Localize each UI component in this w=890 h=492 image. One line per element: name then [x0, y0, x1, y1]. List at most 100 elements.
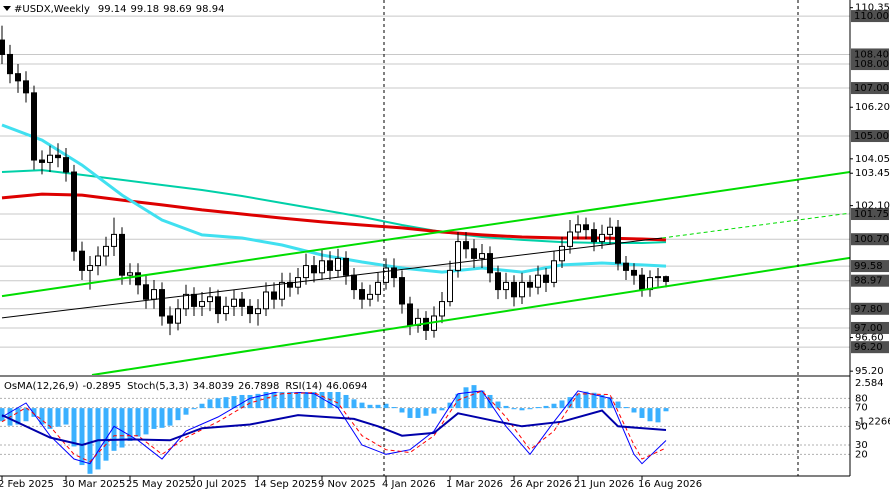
- y-tick-label: 2.584: [855, 378, 884, 389]
- level-label-box: [851, 274, 889, 287]
- osma-bar: [567, 397, 573, 409]
- x-tick-label: 2 Feb 2025: [0, 479, 54, 490]
- candle-body: [215, 296, 221, 315]
- level-label: 97.00: [854, 323, 883, 334]
- candle-body: [591, 229, 597, 243]
- low: 98.69: [163, 4, 192, 15]
- osma-bar: [199, 403, 205, 409]
- osma-bar: [479, 390, 485, 409]
- close: 98.94: [196, 4, 225, 15]
- candle-body: [631, 269, 637, 276]
- candle-body: [343, 257, 349, 276]
- candle-body: [87, 265, 93, 271]
- osma-bar: [143, 408, 149, 435]
- candle-body: [207, 296, 213, 303]
- candle-body: [511, 281, 517, 298]
- candle-body: [375, 281, 381, 295]
- candle-body: [23, 80, 29, 94]
- y-tick-label: 95.20: [855, 366, 884, 377]
- osma-bar: [559, 400, 565, 409]
- x-tick-label: 21 Jun 2026: [574, 479, 634, 490]
- candle-body: [143, 284, 149, 300]
- candle-body: [575, 224, 581, 233]
- level-label-box: [851, 302, 889, 315]
- level-label-box: [851, 321, 889, 334]
- candle-body: [231, 298, 237, 307]
- osma-bar: [647, 408, 653, 422]
- osma-bar: [271, 389, 277, 409]
- osma-bar: [423, 408, 429, 416]
- candle-body: [63, 157, 69, 173]
- osma-bar: [351, 399, 357, 409]
- candle-body: [319, 260, 325, 274]
- level-label-box: [851, 10, 889, 23]
- osma-bar: [335, 390, 341, 409]
- x-tick-label: 4 Jan 2026: [382, 479, 436, 490]
- y-tick-label: 103.45: [855, 168, 890, 179]
- osma-bar: [87, 408, 93, 474]
- osma-bar: [79, 408, 85, 466]
- open: 99.14: [98, 4, 127, 15]
- stoch-signal: 26.7898: [238, 381, 279, 392]
- candle-body: [191, 293, 197, 307]
- candle-body: [543, 274, 549, 283]
- osma-bar: [247, 394, 253, 409]
- candle-body: [151, 289, 157, 300]
- candle-body: [199, 301, 205, 307]
- osma-bar: [519, 408, 525, 411]
- x-tick-label: 9 Nov 2025: [318, 479, 376, 490]
- y-tick-label: 96.60: [855, 333, 884, 344]
- candle-body: [55, 154, 61, 159]
- x-tick-label: 26 Apr 2026: [510, 479, 572, 490]
- candle-body: [535, 274, 541, 288]
- osma-bar: [503, 405, 509, 409]
- level-label: 108.00: [854, 59, 889, 70]
- osma-bar: [655, 408, 661, 423]
- level-label: 110.00: [854, 11, 889, 22]
- osma-value: -0.2895: [83, 381, 122, 392]
- osma-bar: [583, 391, 589, 409]
- candle-body: [271, 291, 277, 300]
- candle-body: [407, 303, 413, 327]
- y-tick-label: 70: [855, 403, 868, 414]
- osma-bar: [471, 385, 477, 409]
- osma-bar: [95, 408, 101, 470]
- osma-bar: [487, 394, 493, 409]
- candle-body: [455, 241, 461, 271]
- x-tick-label: 25 May 2025: [126, 479, 191, 490]
- candle-body: [495, 272, 501, 291]
- candle-body: [223, 305, 229, 315]
- level-label-box: [851, 130, 889, 143]
- candle-body: [527, 281, 533, 288]
- level-label: 99.58: [854, 261, 883, 272]
- osma-bar: [151, 408, 157, 429]
- candle-body: [95, 255, 101, 267]
- candle-body: [327, 260, 333, 271]
- candle-body: [479, 253, 485, 259]
- y-tick-label: 20: [855, 449, 868, 460]
- candle-body: [567, 231, 573, 247]
- candle-body: [383, 267, 389, 283]
- candle-body: [31, 92, 37, 161]
- osma-bar: [303, 380, 309, 409]
- rsi-value: 46.0694: [326, 381, 367, 392]
- candle-body: [103, 245, 109, 257]
- osma-bar: [663, 408, 669, 412]
- x-tick-label: 20 Jul 2025: [190, 479, 247, 490]
- candle-body: [399, 277, 405, 305]
- osma-bar: [279, 387, 285, 409]
- indicator-line: [91, 256, 850, 375]
- level-label: 107.00: [854, 83, 889, 94]
- indicator-line: [1, 409, 667, 447]
- osma-bar: [103, 408, 109, 461]
- osma-bar: [463, 387, 469, 409]
- level-label-box: [851, 341, 889, 354]
- menu-arrow[interactable]: [3, 6, 11, 11]
- osma-bar: [527, 408, 533, 410]
- osma-bar: [343, 394, 349, 409]
- osma-bar: [55, 408, 61, 427]
- osma-bar: [47, 408, 53, 429]
- candle-body: [303, 265, 309, 279]
